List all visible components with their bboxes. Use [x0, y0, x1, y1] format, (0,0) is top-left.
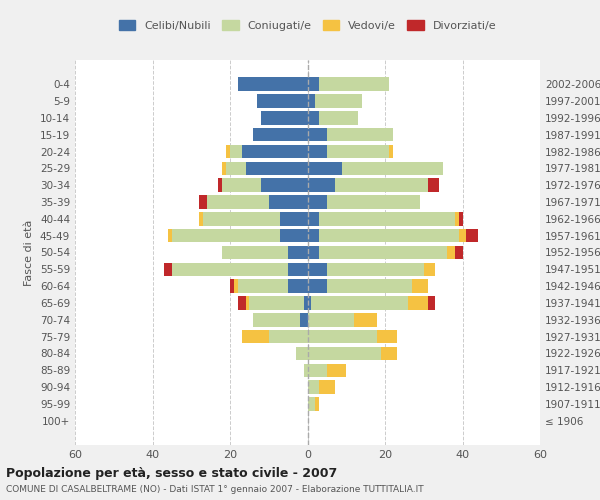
Bar [207, 196, 269, 209]
Text: Popolazione per età, sesso e stato civile - 2007: Popolazione per età, sesso e stato civil… [6, 468, 337, 480]
Bar [308, 262, 327, 276]
Bar [308, 78, 319, 91]
Bar [308, 246, 319, 259]
Bar [245, 296, 250, 310]
Bar [308, 397, 315, 410]
Bar [308, 162, 343, 175]
Bar [261, 111, 308, 124]
Bar [408, 296, 428, 310]
Bar [308, 128, 327, 141]
Bar [319, 78, 389, 91]
Bar [250, 296, 304, 310]
Bar [253, 128, 308, 141]
Bar [280, 212, 308, 226]
Bar [458, 212, 463, 226]
Bar [172, 229, 280, 242]
Bar [308, 380, 319, 394]
Bar [304, 364, 308, 377]
Bar [238, 280, 288, 293]
Bar [164, 262, 172, 276]
Bar [319, 212, 455, 226]
Bar [381, 346, 397, 360]
Bar [311, 296, 408, 310]
Bar [288, 262, 308, 276]
Bar [319, 111, 358, 124]
Bar [308, 212, 319, 226]
Bar [230, 280, 234, 293]
Bar [199, 212, 203, 226]
Bar [327, 364, 346, 377]
Bar [447, 246, 455, 259]
Bar [257, 94, 308, 108]
Bar [327, 262, 424, 276]
Bar [269, 330, 308, 344]
Bar [222, 246, 288, 259]
Bar [308, 145, 327, 158]
Bar [343, 162, 443, 175]
Bar [308, 330, 377, 344]
Bar [308, 364, 327, 377]
Bar [354, 313, 377, 326]
Bar [288, 246, 308, 259]
Bar [288, 280, 308, 293]
Bar [226, 162, 245, 175]
Bar [203, 212, 280, 226]
Bar [308, 229, 319, 242]
Bar [428, 296, 436, 310]
Text: COMUNE DI CASALBELTRAME (NO) - Dati ISTAT 1° gennaio 2007 - Elaborazione TUTTITA: COMUNE DI CASALBELTRAME (NO) - Dati ISTA… [6, 486, 424, 494]
Bar [319, 229, 458, 242]
Bar [308, 196, 327, 209]
Bar [308, 280, 327, 293]
Bar [455, 212, 458, 226]
Bar [315, 94, 362, 108]
Bar [424, 262, 436, 276]
Legend: Celibi/Nubili, Coniugati/e, Vedovi/e, Divorziati/e: Celibi/Nubili, Coniugati/e, Vedovi/e, Di… [114, 16, 501, 35]
Bar [230, 145, 242, 158]
Bar [226, 145, 230, 158]
Bar [327, 128, 393, 141]
Bar [222, 162, 226, 175]
Bar [234, 280, 238, 293]
Bar [308, 178, 335, 192]
Bar [308, 111, 319, 124]
Bar [319, 246, 447, 259]
Y-axis label: Fasce di età: Fasce di età [25, 220, 34, 286]
Bar [238, 296, 245, 310]
Bar [389, 145, 393, 158]
Bar [412, 280, 428, 293]
Bar [222, 178, 261, 192]
Bar [315, 397, 319, 410]
Bar [377, 330, 397, 344]
Bar [300, 313, 308, 326]
Bar [245, 162, 308, 175]
Bar [296, 346, 308, 360]
Bar [242, 145, 308, 158]
Bar [308, 296, 311, 310]
Bar [327, 280, 412, 293]
Bar [458, 229, 466, 242]
Bar [218, 178, 222, 192]
Bar [308, 346, 381, 360]
Bar [269, 196, 308, 209]
Bar [327, 196, 420, 209]
Bar [308, 313, 354, 326]
Bar [168, 229, 172, 242]
Bar [280, 229, 308, 242]
Bar [327, 145, 389, 158]
Bar [172, 262, 288, 276]
Bar [253, 313, 300, 326]
Bar [308, 94, 315, 108]
Bar [199, 196, 207, 209]
Bar [304, 296, 308, 310]
Bar [455, 246, 463, 259]
Bar [242, 330, 269, 344]
Bar [319, 380, 335, 394]
Bar [261, 178, 308, 192]
Bar [238, 78, 308, 91]
Bar [335, 178, 428, 192]
Bar [466, 229, 478, 242]
Bar [428, 178, 439, 192]
